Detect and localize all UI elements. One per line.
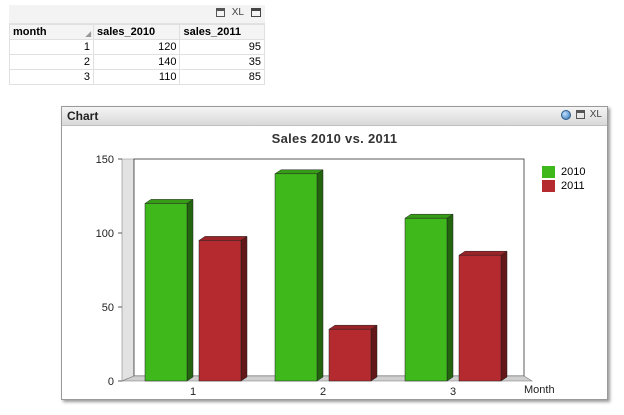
bar-top-2011-2 [328, 324, 378, 330]
column-header-month[interactable]: month ◢ [9, 24, 94, 40]
xl-export-button[interactable]: XL [231, 7, 244, 18]
xl-export-button[interactable]: XL [589, 109, 602, 120]
plot-side-wall [121, 158, 135, 382]
bar-side-2010-1 [186, 198, 194, 382]
table-row[interactable]: 3 110 85 [9, 69, 265, 85]
legend-item[interactable]: 2011 [542, 179, 585, 193]
chart-caption-bar[interactable]: Chart XL [62, 107, 607, 126]
cell-sales-2010[interactable]: 110 [92, 69, 181, 85]
cell-sales-2011[interactable]: 85 [179, 69, 265, 85]
bar-top-2010-2 [274, 169, 324, 175]
bar-top-2010-1 [144, 199, 194, 204]
cell-sales-2011[interactable]: 95 [179, 39, 265, 55]
legend-swatch [542, 166, 555, 178]
bar-side-2010-2 [316, 169, 324, 382]
bar-2011-3 [458, 254, 502, 382]
chart-toolbar: XL [560, 109, 602, 120]
bar-side-2011-3 [500, 250, 508, 382]
chart-legend: 2010 2011 [542, 165, 585, 193]
legend-label: 2011 [561, 180, 585, 192]
bar-side-2011-2 [370, 324, 378, 382]
data-table: month ◢ sales_2010 sales_2011 1 120 95 2 … [9, 24, 265, 85]
bar-side-2011-1 [240, 235, 248, 382]
table-row[interactable]: 2 140 35 [9, 54, 265, 70]
chart-title: Sales 2010 vs. 2011 [271, 131, 398, 146]
y-tick-label: 100 [96, 228, 114, 240]
table-row[interactable]: 1 120 95 [9, 39, 265, 55]
bar-2011-2 [328, 328, 372, 382]
globe-icon[interactable] [560, 109, 571, 120]
cell-sales-2010[interactable]: 120 [92, 39, 181, 55]
y-tick-label: 0 [108, 376, 114, 388]
legend-swatch [542, 180, 555, 192]
bar-side-2010-3 [446, 213, 454, 382]
table-header-row: month ◢ sales_2010 sales_2011 [9, 24, 265, 40]
column-header-sales-2011[interactable]: sales_2011 [179, 24, 265, 40]
bar-2010-3 [404, 217, 448, 382]
column-header-sales-2010[interactable]: sales_2010 [92, 24, 181, 40]
cell-month[interactable]: 3 [9, 69, 94, 85]
table-toolbar: XL [215, 7, 261, 18]
maximize-icon[interactable] [251, 8, 261, 17]
x-tick-label: 2 [320, 386, 326, 398]
cell-sales-2011[interactable]: 35 [179, 54, 265, 70]
y-tick-label: 150 [96, 154, 114, 166]
chart-window[interactable]: Chart XL Sales 2010 vs. 2011 0 50 100 150 1 2… [61, 106, 608, 400]
bar-2011-1 [198, 240, 242, 382]
print-icon[interactable] [215, 8, 225, 17]
x-tick-label: 1 [190, 386, 196, 398]
y-tick-label: 50 [102, 302, 114, 314]
table-caption-bar: XL [9, 5, 265, 24]
legend-item[interactable]: 2010 [542, 165, 585, 179]
bar-top-2010-3 [404, 213, 454, 219]
bar-2010-2 [274, 173, 318, 382]
bar-top-2011-1 [198, 236, 248, 241]
sort-indicator-icon: ◢ [85, 31, 91, 38]
bar-chart-plot: 0 50 100 150 1 2 3 [96, 154, 534, 398]
legend-label: 2010 [561, 166, 586, 178]
bar-2010-1 [144, 203, 188, 382]
print-icon[interactable] [575, 110, 585, 119]
x-tick-label: 3 [450, 386, 456, 398]
bar-top-2011-3 [458, 250, 508, 256]
chart-caption-title: Chart [67, 109, 99, 123]
cell-month[interactable]: 2 [9, 54, 94, 70]
straight-table: XL month ◢ sales_2010 sales_2011 1 120 95… [9, 5, 265, 85]
cell-month[interactable]: 1 [9, 39, 94, 55]
cell-sales-2010[interactable]: 140 [92, 54, 181, 70]
x-axis-label: Month [524, 384, 555, 396]
